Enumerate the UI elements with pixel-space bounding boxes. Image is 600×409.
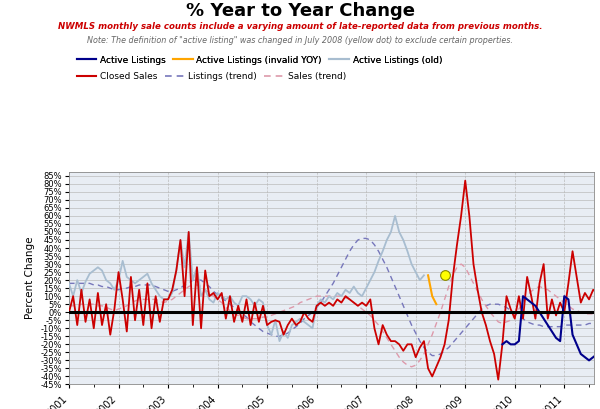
Text: NWMLS monthly sale counts include a varying amount of late-reported data from pr: NWMLS monthly sale counts include a vary… [58,22,542,31]
Legend: Active Listings, Active Listings (invalid YOY), Active Listings (old): Active Listings, Active Listings (invali… [77,56,442,65]
Text: Note: The definition of "active listing" was changed in July 2008 (yellow dot) t: Note: The definition of "active listing"… [87,36,513,45]
Y-axis label: Percent Change: Percent Change [25,237,35,319]
Text: % Year to Year Change: % Year to Year Change [185,2,415,20]
Legend: Closed Sales, Listings (trend), Sales (trend): Closed Sales, Listings (trend), Sales (t… [77,72,346,81]
